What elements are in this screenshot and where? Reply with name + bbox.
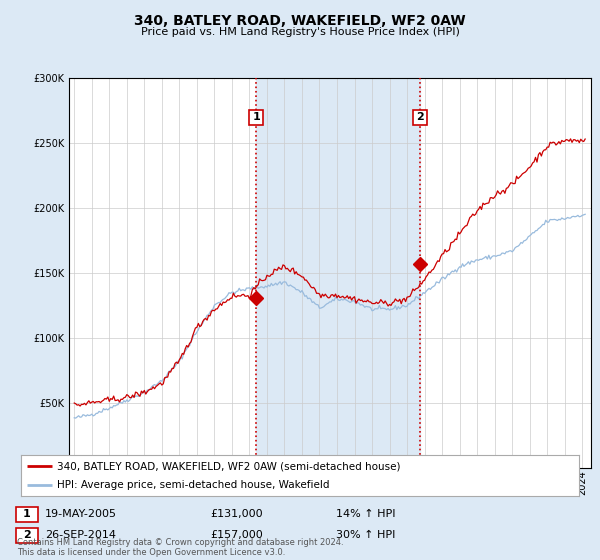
Text: Price paid vs. HM Land Registry's House Price Index (HPI): Price paid vs. HM Land Registry's House … <box>140 27 460 37</box>
Text: 14% ↑ HPI: 14% ↑ HPI <box>336 509 395 519</box>
Text: 26-SEP-2014: 26-SEP-2014 <box>45 530 116 540</box>
Text: 30% ↑ HPI: 30% ↑ HPI <box>336 530 395 540</box>
Bar <box>256 78 420 468</box>
Text: 2: 2 <box>416 113 424 122</box>
Text: 1: 1 <box>252 113 260 122</box>
Text: 340, BATLEY ROAD, WAKEFIELD, WF2 0AW (semi-detached house): 340, BATLEY ROAD, WAKEFIELD, WF2 0AW (se… <box>57 461 401 471</box>
Text: 2: 2 <box>23 530 31 540</box>
Text: 19-MAY-2005: 19-MAY-2005 <box>45 509 117 519</box>
Text: £157,000: £157,000 <box>210 530 263 540</box>
Text: Contains HM Land Registry data © Crown copyright and database right 2024.
This d: Contains HM Land Registry data © Crown c… <box>17 538 343 557</box>
Text: 1: 1 <box>23 509 31 519</box>
Text: £131,000: £131,000 <box>210 509 263 519</box>
Text: HPI: Average price, semi-detached house, Wakefield: HPI: Average price, semi-detached house,… <box>57 480 330 489</box>
Text: 340, BATLEY ROAD, WAKEFIELD, WF2 0AW: 340, BATLEY ROAD, WAKEFIELD, WF2 0AW <box>134 14 466 28</box>
